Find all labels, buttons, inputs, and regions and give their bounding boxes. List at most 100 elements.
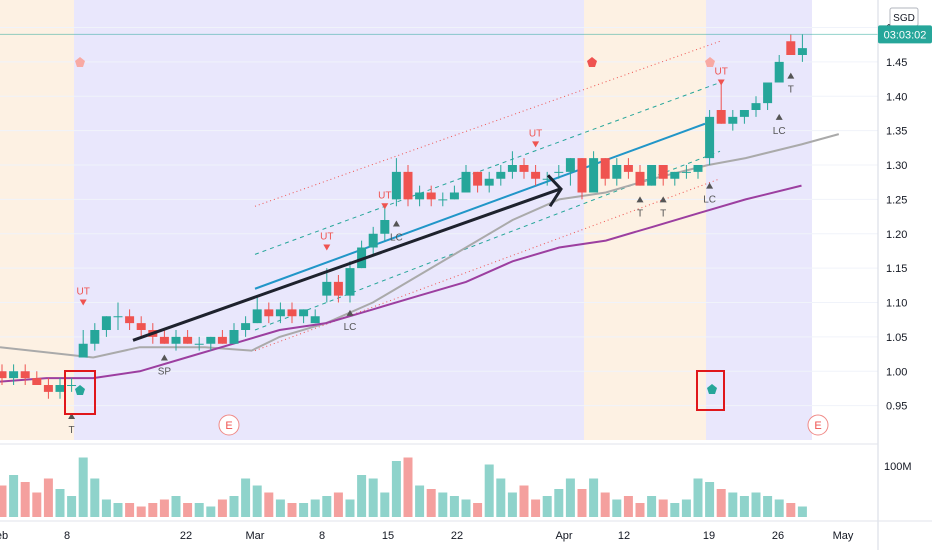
candle-body bbox=[206, 336, 216, 344]
candle-body bbox=[159, 336, 169, 344]
marker-arrow bbox=[775, 113, 783, 120]
candle-body bbox=[275, 309, 285, 317]
volume-bars bbox=[0, 457, 807, 517]
y-tick-label: 1.25 bbox=[886, 194, 907, 206]
volume-bar bbox=[252, 485, 262, 517]
marker-label: LC bbox=[703, 195, 716, 206]
x-tick-label: May bbox=[833, 530, 854, 542]
candle-body bbox=[264, 309, 274, 317]
candle-body bbox=[531, 171, 541, 179]
candle-body bbox=[496, 171, 506, 179]
candle-body bbox=[577, 158, 587, 193]
pentagon-marker-red bbox=[587, 57, 597, 67]
candle-body bbox=[32, 378, 42, 385]
marker-label: LC bbox=[344, 322, 357, 333]
marker-label: T bbox=[660, 208, 666, 219]
candle-body bbox=[287, 309, 297, 317]
candle-body bbox=[484, 178, 494, 186]
candle-body bbox=[426, 192, 436, 200]
earnings-badge bbox=[807, 414, 829, 436]
candle-body bbox=[101, 316, 111, 330]
volume-bar bbox=[670, 503, 680, 517]
candle-body bbox=[693, 165, 703, 172]
marker-arrow bbox=[636, 196, 644, 203]
volume-bar bbox=[183, 503, 193, 517]
volume-bar bbox=[357, 475, 367, 517]
volume-bar bbox=[20, 482, 30, 517]
volume-bar bbox=[368, 478, 378, 517]
session-band bbox=[584, 0, 706, 440]
candle-body bbox=[183, 336, 193, 344]
candle-body bbox=[542, 178, 552, 180]
marker-arrow bbox=[706, 182, 714, 189]
x-tick-label: 26 bbox=[772, 530, 784, 542]
volume-bar bbox=[751, 492, 761, 517]
volume-bar bbox=[78, 457, 88, 517]
volume-bar bbox=[600, 492, 610, 517]
earnings-label: E bbox=[225, 420, 232, 432]
pentagon-marker-red bbox=[705, 57, 715, 67]
marker-label: T bbox=[637, 208, 643, 219]
candle-body bbox=[299, 309, 309, 317]
candle-body bbox=[345, 268, 355, 296]
candle-body bbox=[403, 171, 413, 200]
channel-upper-line bbox=[254, 82, 721, 255]
moving-averages bbox=[0, 133, 840, 383]
volume-bar bbox=[206, 506, 216, 517]
candles[interactable] bbox=[0, 34, 807, 399]
trend-arrow-head bbox=[546, 174, 563, 208]
x-tick-label: Mar bbox=[246, 530, 265, 542]
volume-bar bbox=[519, 485, 529, 517]
volume-bar bbox=[90, 478, 100, 517]
y-tick-label: 1.20 bbox=[886, 229, 907, 241]
candle-body bbox=[751, 103, 761, 110]
volume-bar bbox=[32, 492, 42, 517]
marker-label: UT bbox=[378, 190, 391, 201]
volume-bar bbox=[496, 478, 506, 517]
volume-tick-label: 100M bbox=[884, 461, 912, 473]
volume-bar bbox=[623, 496, 633, 517]
volume-bar bbox=[194, 503, 204, 517]
candle-body bbox=[0, 371, 7, 379]
candle-body bbox=[670, 171, 680, 179]
volume-bar bbox=[229, 496, 239, 517]
y-tick-label: 0.95 bbox=[886, 401, 907, 413]
marker-label: UT bbox=[320, 232, 333, 243]
session-band bbox=[706, 0, 812, 440]
candle-body bbox=[797, 48, 807, 55]
x-tick-label: 8 bbox=[319, 530, 325, 542]
highlight-box bbox=[64, 370, 96, 415]
volume-bar bbox=[299, 503, 309, 517]
marker-arrow bbox=[323, 244, 331, 251]
volume-bar bbox=[426, 489, 436, 517]
candle-body bbox=[449, 192, 459, 200]
candle-body bbox=[554, 171, 564, 173]
x-tick-label: 12 bbox=[618, 530, 630, 542]
x-tick-label: 22 bbox=[451, 530, 463, 542]
candle-body bbox=[473, 171, 483, 186]
y-tick-label: 1.00 bbox=[886, 366, 907, 378]
candle-body bbox=[78, 343, 88, 358]
x-tick-label: 15 bbox=[382, 530, 394, 542]
volume-bar bbox=[693, 478, 703, 517]
volume-bar bbox=[403, 457, 413, 517]
volume-bar bbox=[647, 496, 657, 517]
candle-body bbox=[415, 192, 425, 200]
marker-arrow bbox=[381, 203, 389, 210]
candle-body bbox=[763, 82, 773, 104]
marker-arrow bbox=[79, 299, 87, 306]
earnings-badge bbox=[218, 414, 240, 436]
volume-bar bbox=[786, 503, 796, 517]
x-tick-label: 22 bbox=[180, 530, 192, 542]
marker-label: T bbox=[788, 85, 794, 96]
volume-bar bbox=[438, 492, 448, 517]
marker-label: UT bbox=[715, 67, 728, 78]
volume-bar bbox=[101, 499, 111, 517]
candle-body bbox=[507, 165, 517, 172]
candle-body bbox=[786, 41, 796, 55]
volume-bar bbox=[217, 499, 227, 517]
volume-bar bbox=[264, 492, 274, 517]
last-price-tag bbox=[878, 25, 932, 44]
volume-bar bbox=[554, 489, 564, 517]
